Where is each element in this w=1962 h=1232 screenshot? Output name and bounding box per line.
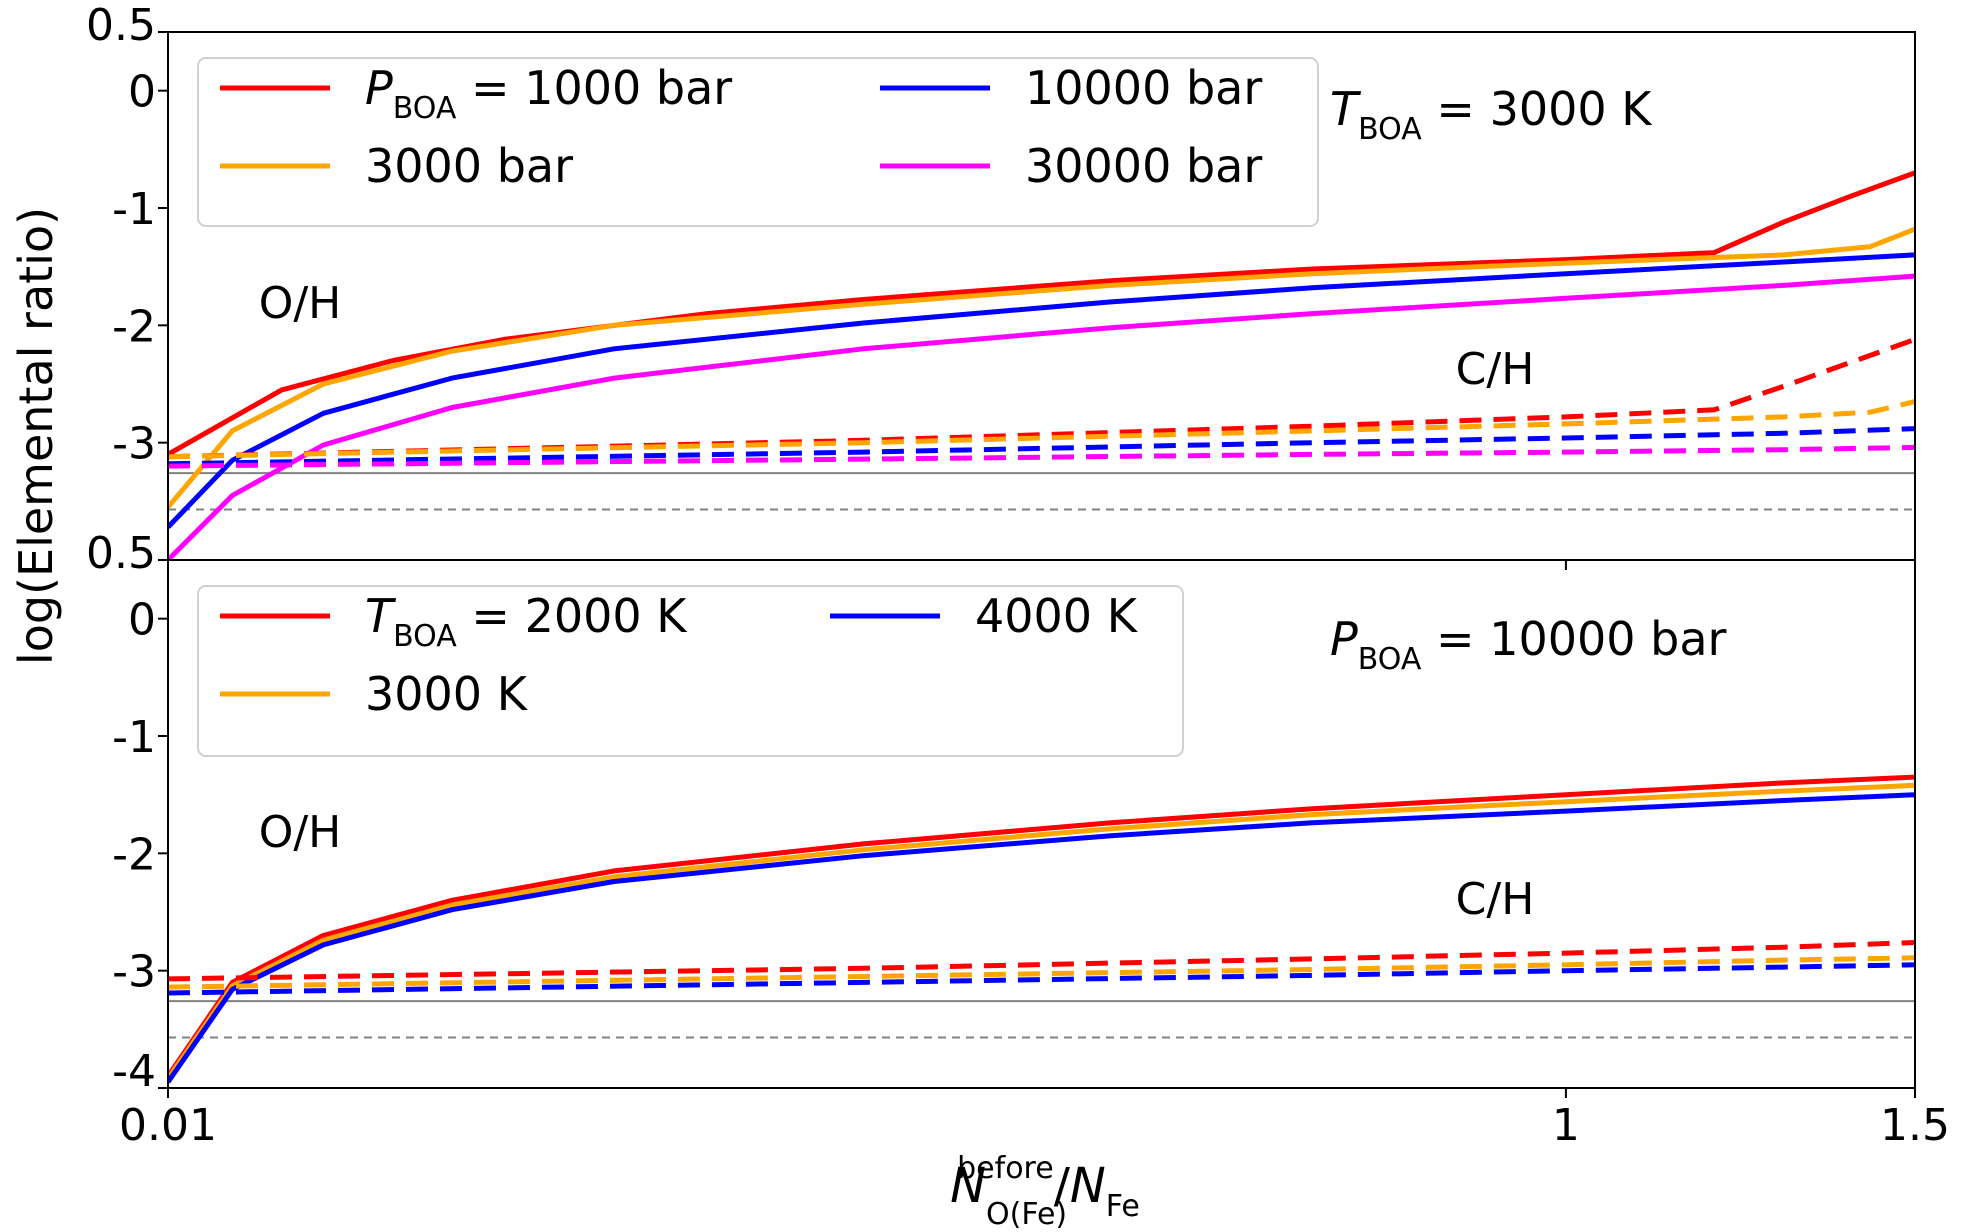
series-group bbox=[168, 170, 1915, 560]
y-tick-label: 0.5 bbox=[86, 528, 156, 579]
series-line-3 bbox=[168, 273, 1915, 560]
label-ch: C/H bbox=[1456, 874, 1535, 925]
legend: TBOA = 2000 K 3000 K 4000 K bbox=[197, 585, 1184, 757]
series-group bbox=[168, 774, 1915, 1084]
condition-label: TBOA = 3000 K bbox=[1330, 82, 1653, 147]
series-line-5 bbox=[168, 962, 1915, 996]
label-oh: O/H bbox=[259, 278, 342, 329]
series-line-4 bbox=[168, 955, 1915, 990]
y-tick-label: -1 bbox=[112, 712, 156, 763]
label-ch: C/H bbox=[1456, 344, 1535, 395]
legend-label: 4000 K bbox=[975, 589, 1139, 643]
y-tick-label: -3 bbox=[112, 947, 156, 998]
legend-label: TBOA = 2000 K bbox=[365, 589, 688, 654]
legend-label: 3000 K bbox=[365, 667, 529, 721]
y-tick-label: -2 bbox=[112, 829, 156, 880]
label-oh: O/H bbox=[259, 807, 342, 858]
series-line-0 bbox=[168, 774, 1915, 1078]
y-tick-label: -1 bbox=[112, 184, 156, 235]
series-line-5 bbox=[168, 399, 1915, 460]
y-tick-label: 0 bbox=[128, 67, 156, 118]
series-line-1 bbox=[168, 782, 1915, 1081]
series-line-0 bbox=[168, 170, 1915, 457]
y-tick-label: -4 bbox=[112, 1046, 156, 1097]
series-line-6 bbox=[168, 426, 1915, 467]
y-tick-label: 0.5 bbox=[86, 0, 156, 51]
legend-label: PBOA = 1000 bar bbox=[365, 61, 732, 126]
y-tick-label: -2 bbox=[112, 301, 156, 352]
y-tick-label: -3 bbox=[112, 419, 156, 470]
x-tick-label: 1.5 bbox=[1880, 1100, 1950, 1151]
x-tick-label: 1 bbox=[1552, 1100, 1580, 1151]
legend-label: 3000 bar bbox=[365, 139, 573, 193]
y-axis-label: log(Elemental ratio) bbox=[9, 207, 63, 665]
x-axis-label: NO(Fe)before/NFe bbox=[950, 1151, 1140, 1232]
series-line-2 bbox=[168, 792, 1915, 1084]
series-line-3 bbox=[168, 940, 1915, 982]
series-line-2 bbox=[168, 252, 1915, 529]
plot-frame bbox=[167, 559, 1916, 1089]
legend-label: 10000 bar bbox=[1025, 61, 1262, 115]
legend-box bbox=[197, 57, 1319, 227]
condition-label: PBOA = 10000 bar bbox=[1330, 612, 1727, 677]
series-line-7 bbox=[168, 444, 1915, 469]
x-tick-label: 0.01 bbox=[119, 1100, 217, 1151]
legend-label: 30000 bar bbox=[1025, 139, 1262, 193]
panel-bottom: 0.5 0 -1 -2 -3 -40.01 1 1.5 O/H C/H PBOA = 10000 b… bbox=[86, 528, 1950, 1151]
y-tick-label: 0 bbox=[128, 595, 156, 646]
series-line-1 bbox=[168, 226, 1915, 509]
legend-box bbox=[197, 585, 1184, 757]
legend: PBOA = 1000 bar 3000 bar 10000 bar 30000 ba… bbox=[197, 57, 1319, 227]
